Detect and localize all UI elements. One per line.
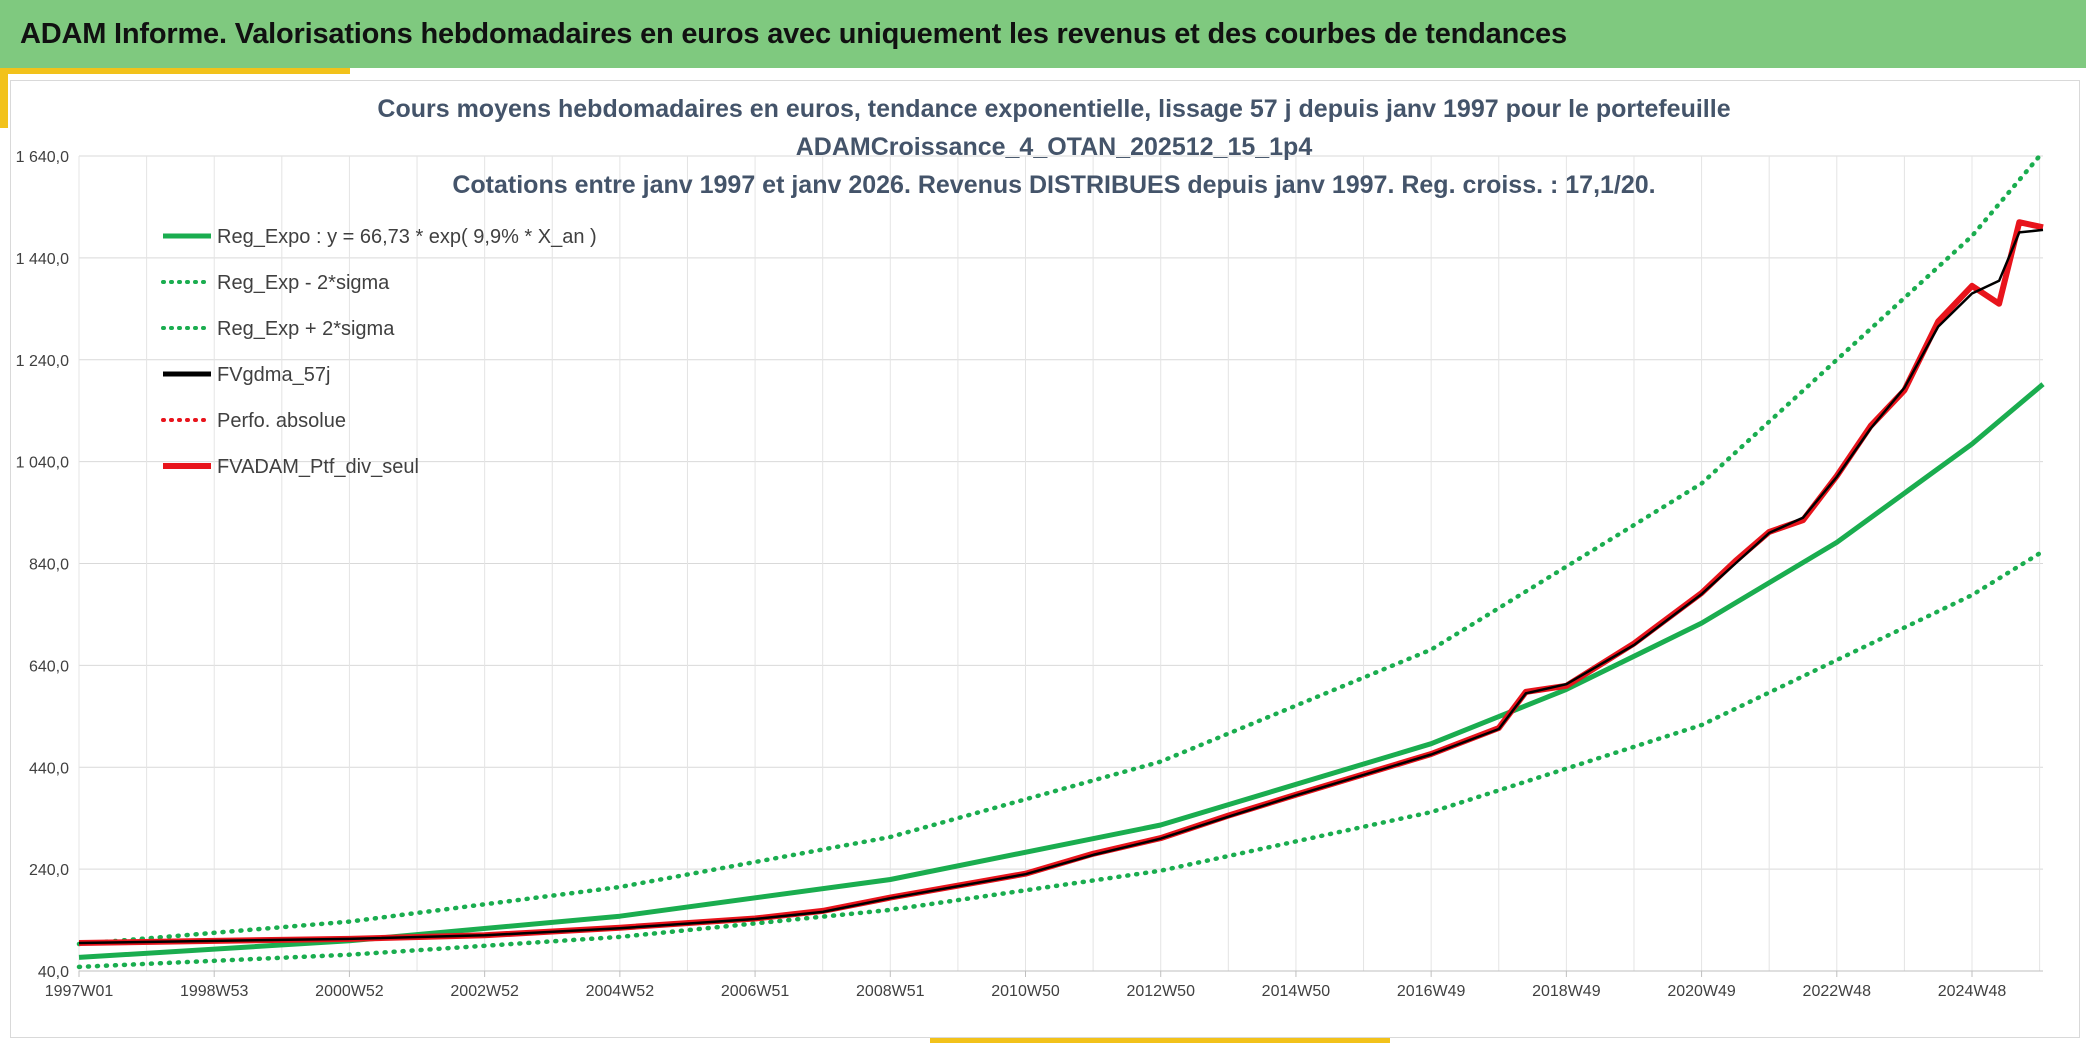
page-title: ADAM Informe. Valorisations hebdomadaire… [20,18,1567,50]
chart-title-line: ADAMCroissance_4_OTAN_202512_15_1p4 [796,133,1313,161]
accent-bar-top [0,68,350,74]
chart-title-line: Cours moyens hebdomadaires en euros, ten… [377,95,1730,123]
chart-area: Cours moyens hebdomadaires en euros, ten… [10,80,2080,1038]
line-chart: Cours moyens hebdomadaires en euros, ten… [16,95,2046,1000]
reg-exp-minus-2sigma-line [76,549,2046,970]
x-tick-label: 2002W52 [450,983,519,1000]
x-tick-label: 1997W01 [45,983,114,1000]
x-tick-label: 2018W49 [1532,983,1601,1000]
y-tick-label: 240,0 [29,862,69,879]
x-tick-label: 2014W50 [1262,983,1331,1000]
legend-label: Perfo. absolue [217,410,346,432]
legend: Reg_Expo : y = 66,73 * exp( 9,9% * X_an … [161,226,597,478]
legend-label: Reg_Exp - 2*sigma [217,272,390,294]
y-tick-label: 1 040,0 [16,455,69,472]
x-tick-label: 2004W52 [586,983,655,1000]
header-banner: ADAM Informe. Valorisations hebdomadaire… [0,0,2086,68]
chart-title-line: Cotations entre janv 1997 et janv 2026. … [452,171,1655,199]
reg-expo-line [78,382,2045,960]
reg-exp-plus-2sigma-line [76,149,2046,947]
y-tick-label: 40,0 [38,964,69,981]
y-tick-label: 1 240,0 [16,353,69,370]
chart-title: Cours moyens hebdomadaires en euros, ten… [377,95,1730,199]
axes: 40,0 240,0 440,0 640,0 840,0 1 040,0 1 240,0 1 … [16,149,2043,1000]
y-tick-label: 1 640,0 [16,149,69,166]
accent-bar-bottom [930,1038,1390,1043]
accent-bar-left [0,68,8,128]
legend-label: Reg_Expo : y = 66,73 * exp( 9,9% * X_an … [217,226,597,248]
x-tick-label: 2000W52 [315,983,384,1000]
y-tick-label: 1 440,0 [16,251,69,268]
y-tick-label: 840,0 [29,557,69,574]
legend-label: FVgdma_57j [217,364,330,386]
gridlines [78,155,2043,972]
legend-label: FVADAM_Ptf_div_seul [217,456,419,478]
x-tick-label: 2010W50 [991,983,1060,1000]
x-tick-label: 2008W51 [856,983,925,1000]
y-tick-label: 440,0 [29,760,69,777]
x-tick-label: 2016W49 [1397,983,1466,1000]
y-tick-label: 640,0 [29,658,69,675]
x-tick-label: 1998W53 [180,983,249,1000]
fvgdma-57j-line [78,228,2044,945]
legend-label: Reg_Exp + 2*sigma [217,318,395,340]
x-tick-label: 2012W50 [1126,983,1195,1000]
x-tick-label: 2006W51 [721,983,790,1000]
x-tick-label: 2024W48 [1938,983,2007,1000]
x-tick-label: 2020W49 [1667,983,1736,1000]
series-lines [76,149,2046,970]
x-tick-label: 2022W48 [1803,983,1872,1000]
